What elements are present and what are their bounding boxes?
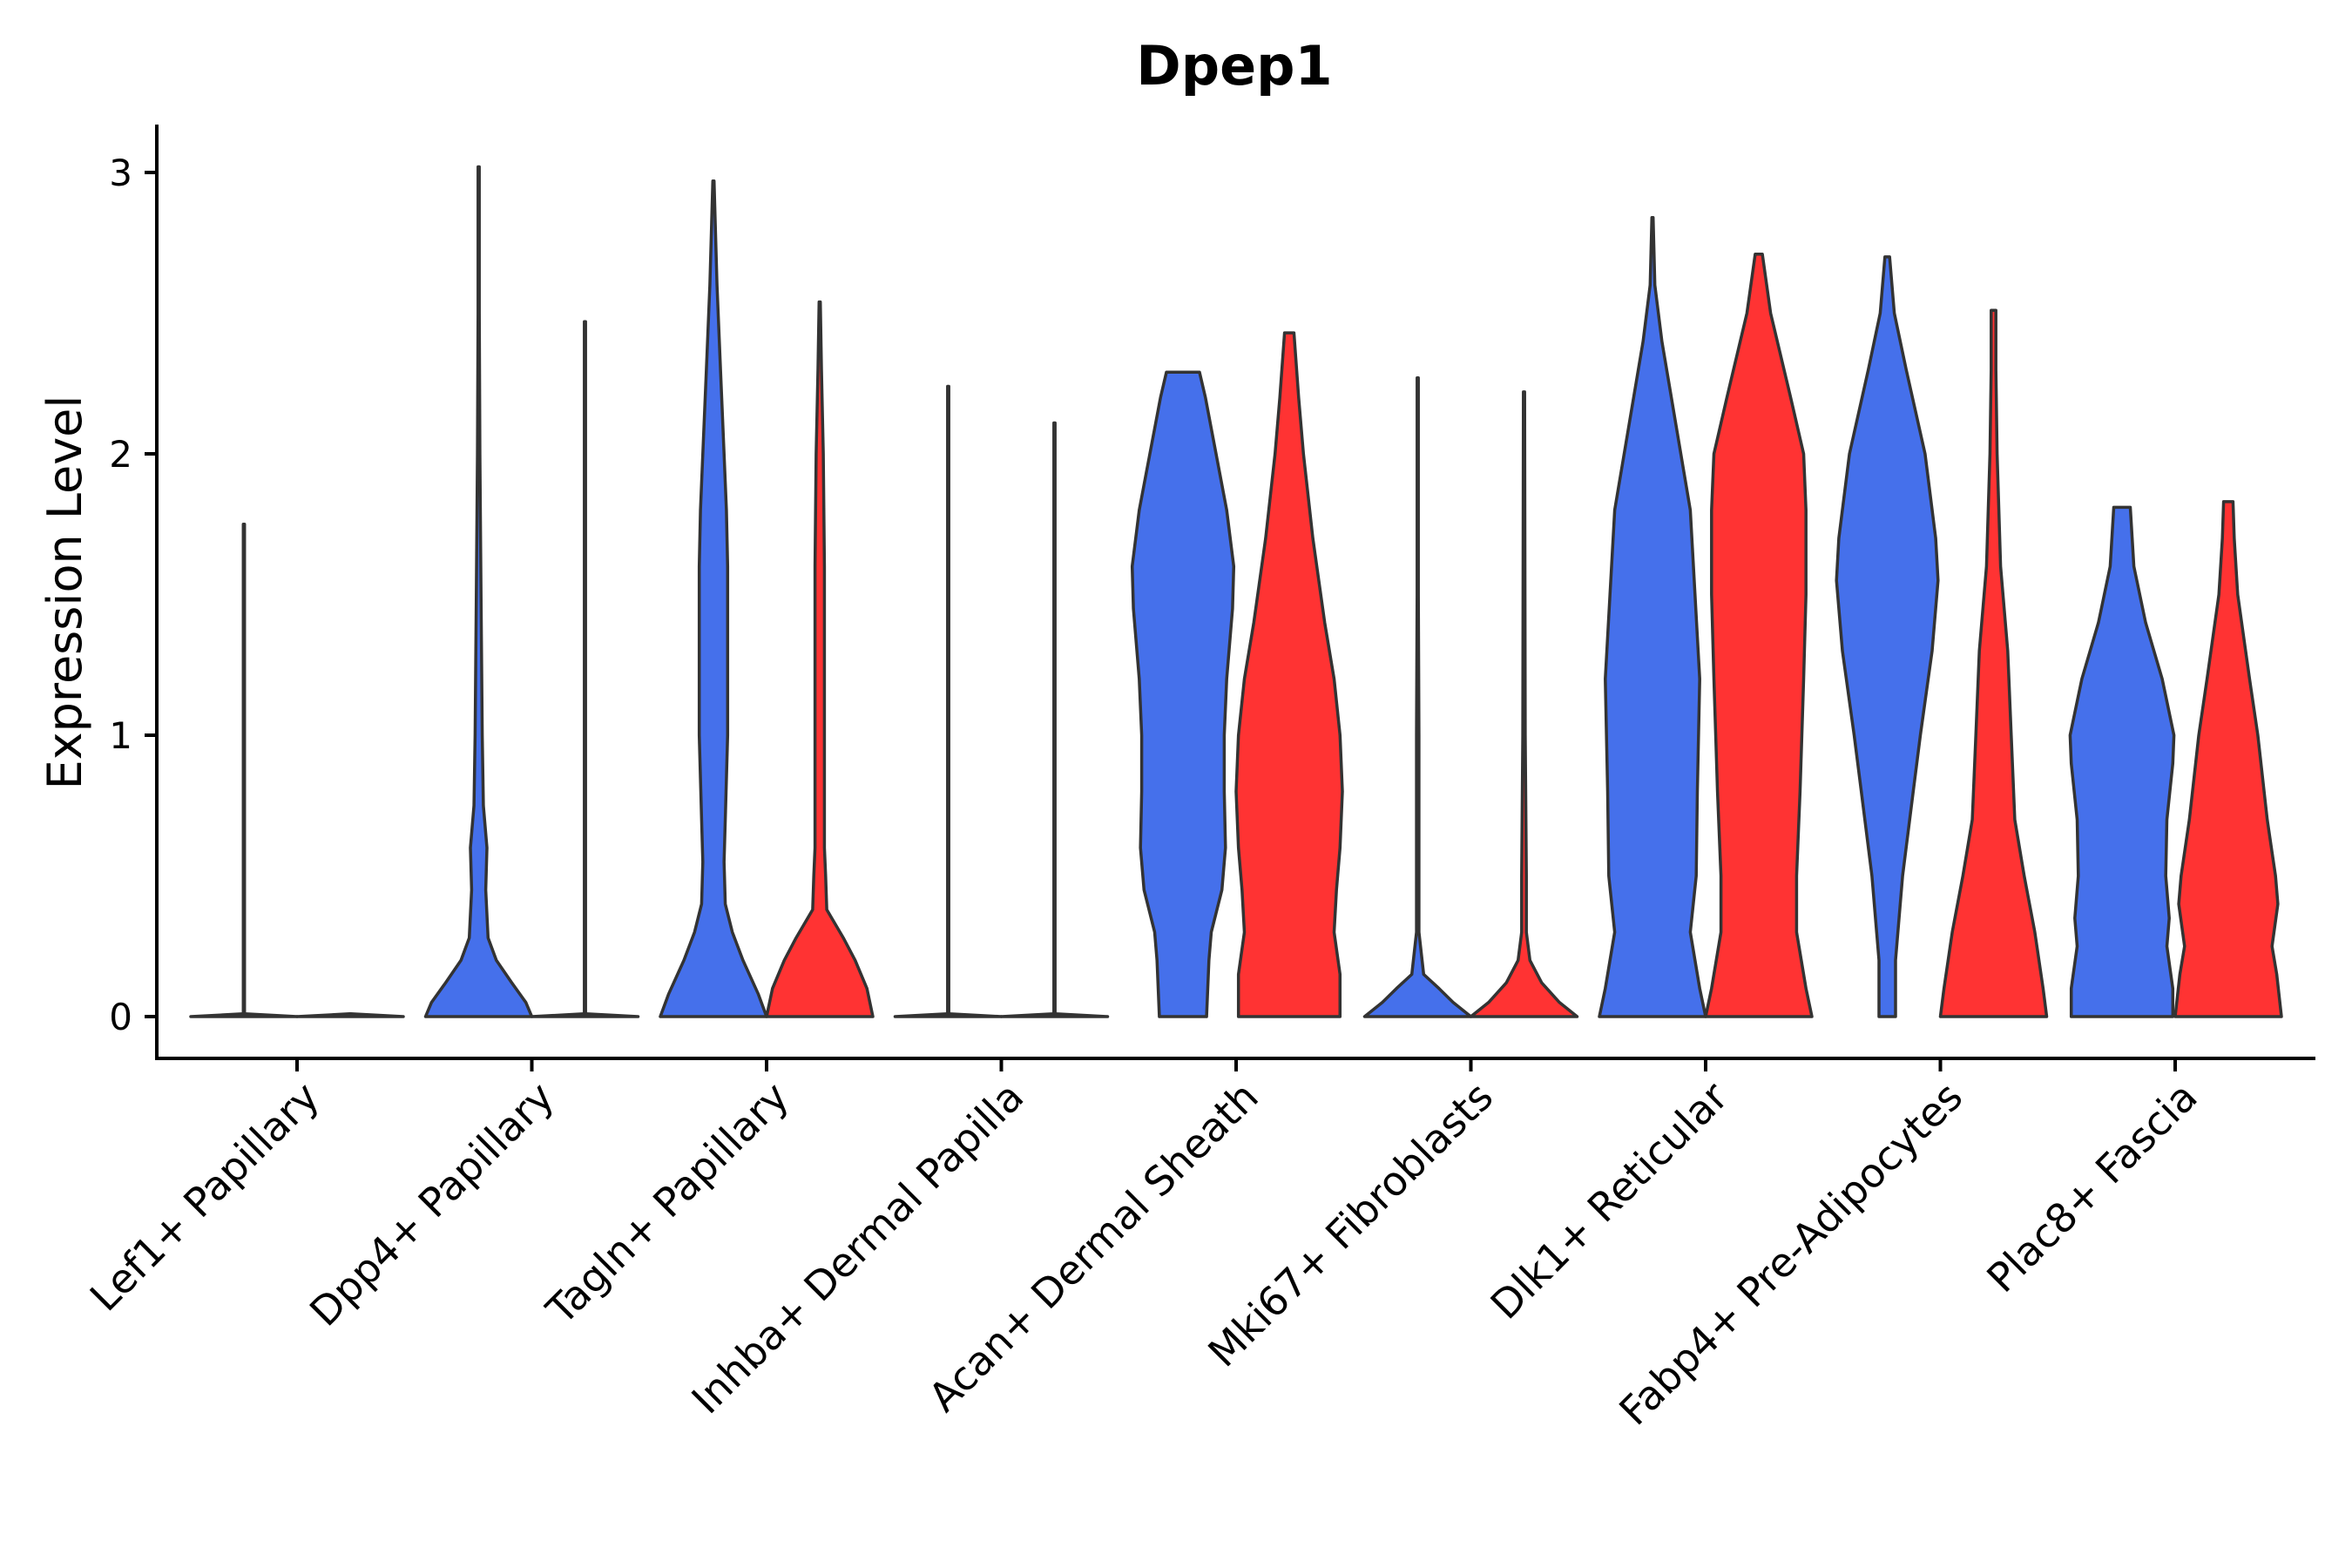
violin-fabp4-pre-adipocytes-group-2 — [1938, 308, 2049, 1018]
violin-mki67-fibroblasts-group-2 — [1469, 390, 1579, 1018]
violin-inhba-dermal-papilla-group-2 — [999, 421, 1110, 1018]
violin-dpp4-papillary-group-2 — [530, 320, 640, 1018]
x-tick-label: Dlk1+ Reticular — [1482, 1073, 1737, 1328]
violin-inhba-dermal-papilla-group-1 — [893, 384, 1004, 1018]
violin-tagln-papillary-group-1 — [659, 179, 768, 1018]
x-tick-label: Dpp4+ Papillary — [301, 1073, 563, 1335]
y-tick-label: 2 — [109, 433, 132, 476]
x-tick-label: Tagln+ Papillary — [537, 1073, 798, 1335]
violin-lef1-papillary-group-2 — [295, 1012, 405, 1018]
violin-fabp4-pre-adipocytes-group-1 — [1835, 255, 1940, 1018]
y-tick-label: 1 — [109, 714, 132, 757]
violin-dpp4-papillary-group-1 — [423, 165, 534, 1018]
violin-plac8-fascia-group-2 — [2173, 500, 2283, 1018]
violin-mki67-fibroblasts-group-1 — [1362, 376, 1473, 1018]
x-tick-label: Plac8+ Fascia — [1977, 1073, 2206, 1301]
chart-title: Dpep1 — [1136, 34, 1332, 98]
violin-tagln-papillary-group-2 — [765, 300, 875, 1018]
y-axis-label: Expression Level — [37, 395, 92, 790]
violin-acan-dermal-sheath-group-1 — [1130, 370, 1236, 1018]
violin-plac8-fascia-group-1 — [2068, 505, 2176, 1018]
x-tick-label: Lef1+ Papillary — [81, 1073, 328, 1321]
violin-group — [189, 165, 2283, 1018]
y-tick-label: 0 — [109, 996, 132, 1038]
violin-acan-dermal-sheath-group-2 — [1234, 331, 1344, 1018]
y-ticks: 0 1 2 3 — [109, 152, 157, 1038]
y-tick-label: 3 — [109, 152, 132, 194]
violin-lef1-papillary-group-1 — [189, 523, 299, 1018]
violin-dlk1-reticular-group-2 — [1704, 252, 1814, 1018]
violin-dlk1-reticular-group-1 — [1598, 215, 1707, 1018]
